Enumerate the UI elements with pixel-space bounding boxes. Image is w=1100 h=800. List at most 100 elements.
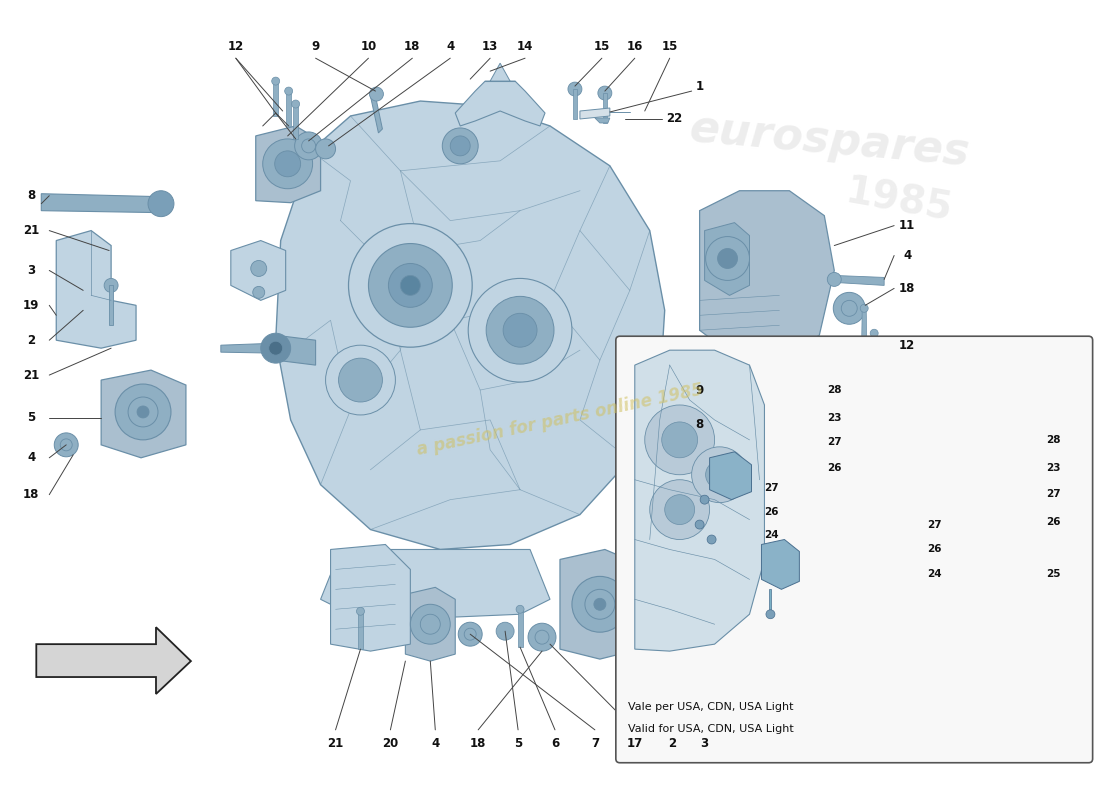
Text: 6: 6 — [551, 738, 559, 750]
Circle shape — [572, 576, 628, 632]
Text: 4: 4 — [28, 451, 35, 464]
Circle shape — [692, 447, 748, 502]
Circle shape — [700, 495, 710, 504]
Polygon shape — [769, 590, 771, 614]
Circle shape — [496, 622, 514, 640]
Circle shape — [870, 330, 878, 338]
Circle shape — [705, 237, 749, 281]
Circle shape — [356, 607, 364, 615]
Circle shape — [128, 397, 158, 427]
Circle shape — [459, 622, 482, 646]
Circle shape — [650, 480, 710, 539]
Text: 14: 14 — [517, 40, 534, 53]
Circle shape — [469, 278, 572, 382]
Circle shape — [138, 406, 148, 418]
Circle shape — [827, 273, 842, 286]
Text: 23: 23 — [827, 413, 842, 423]
Circle shape — [695, 520, 704, 529]
Text: 18: 18 — [899, 282, 915, 295]
Text: 26: 26 — [1046, 517, 1062, 526]
Polygon shape — [580, 108, 609, 119]
Polygon shape — [371, 91, 383, 133]
Polygon shape — [455, 81, 544, 126]
Circle shape — [349, 224, 472, 347]
Circle shape — [400, 275, 420, 295]
Polygon shape — [286, 91, 292, 126]
Text: 19: 19 — [23, 299, 40, 312]
Text: 12: 12 — [228, 40, 244, 53]
Polygon shape — [603, 93, 607, 123]
Polygon shape — [221, 343, 276, 353]
Text: 4: 4 — [903, 249, 911, 262]
Text: 8: 8 — [28, 190, 35, 202]
Text: 5: 5 — [514, 738, 522, 750]
Circle shape — [410, 604, 450, 644]
Text: 26: 26 — [927, 545, 942, 554]
Text: 1: 1 — [695, 79, 704, 93]
Circle shape — [339, 358, 383, 402]
Polygon shape — [231, 241, 286, 300]
Polygon shape — [861, 308, 867, 340]
Circle shape — [316, 139, 336, 159]
Circle shape — [251, 261, 266, 277]
Circle shape — [253, 286, 265, 298]
Polygon shape — [273, 81, 278, 116]
Circle shape — [645, 405, 715, 474]
Text: 12: 12 — [899, 338, 915, 352]
Circle shape — [148, 190, 174, 217]
Polygon shape — [109, 286, 113, 326]
Circle shape — [842, 300, 857, 316]
Text: 15: 15 — [594, 40, 610, 53]
Circle shape — [585, 590, 615, 619]
Polygon shape — [101, 370, 186, 458]
Text: 26: 26 — [827, 462, 842, 473]
Circle shape — [272, 77, 279, 85]
Polygon shape — [276, 335, 316, 365]
Text: 1985: 1985 — [843, 173, 956, 229]
Circle shape — [860, 304, 868, 312]
Text: 27: 27 — [926, 519, 942, 530]
Text: 22: 22 — [667, 113, 683, 126]
Text: eurospares: eurospares — [688, 107, 971, 174]
Circle shape — [717, 249, 737, 269]
Circle shape — [503, 314, 537, 347]
Circle shape — [834, 292, 866, 324]
Circle shape — [370, 87, 384, 101]
Text: 20: 20 — [383, 738, 398, 750]
Text: 15: 15 — [661, 40, 678, 53]
Circle shape — [116, 384, 170, 440]
Polygon shape — [276, 101, 664, 550]
Circle shape — [368, 243, 452, 327]
Circle shape — [464, 628, 476, 640]
Text: Vale per USA, CDN, USA Light: Vale per USA, CDN, USA Light — [628, 702, 793, 712]
Text: 4: 4 — [431, 738, 439, 750]
Text: 28: 28 — [827, 385, 842, 395]
Text: 23: 23 — [1046, 462, 1062, 473]
Text: 16: 16 — [627, 40, 644, 53]
Text: 3: 3 — [701, 738, 708, 750]
Polygon shape — [560, 550, 640, 659]
Text: 2: 2 — [28, 334, 35, 346]
Text: 2: 2 — [668, 738, 675, 750]
Circle shape — [716, 346, 742, 372]
Polygon shape — [710, 452, 751, 500]
Polygon shape — [761, 539, 800, 590]
Circle shape — [275, 151, 300, 177]
Circle shape — [662, 422, 697, 458]
Circle shape — [568, 82, 582, 96]
Text: 25: 25 — [1046, 570, 1062, 579]
Circle shape — [104, 278, 118, 292]
Circle shape — [594, 598, 606, 610]
Text: 5: 5 — [28, 411, 35, 425]
FancyBboxPatch shape — [616, 336, 1092, 762]
Polygon shape — [834, 275, 884, 286]
Text: 7: 7 — [591, 738, 598, 750]
Circle shape — [301, 139, 316, 153]
Polygon shape — [573, 89, 576, 119]
Text: 21: 21 — [328, 738, 343, 750]
Text: 13: 13 — [482, 40, 498, 53]
Polygon shape — [871, 334, 877, 365]
Text: 9: 9 — [311, 40, 320, 53]
Text: 10: 10 — [361, 40, 376, 53]
Circle shape — [766, 610, 774, 618]
